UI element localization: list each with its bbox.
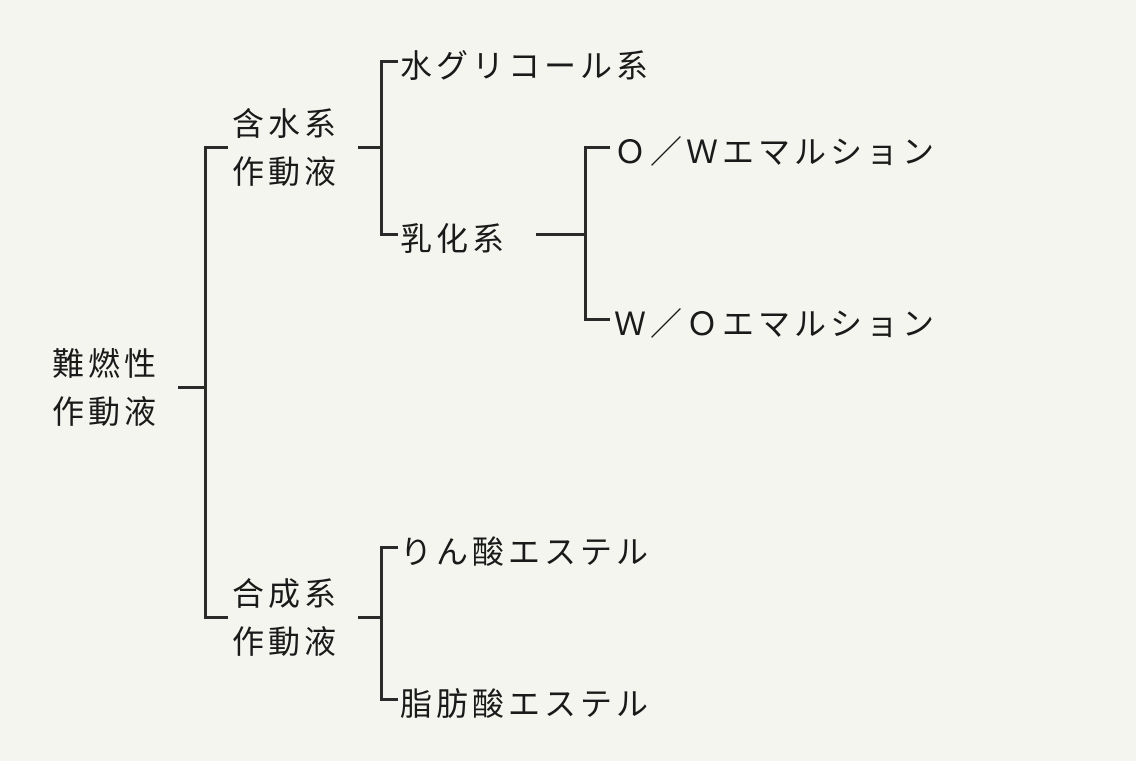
edge-emulsion-top <box>584 146 610 149</box>
node-aqueous-line1: 含水系 <box>232 106 340 142</box>
edge-root-top <box>204 146 228 149</box>
node-synthetic-line1: 合成系 <box>232 576 340 612</box>
tree-diagram: 難燃性 作動液 含水系 作動液 合成系 作動液 水グリコール系 乳化系 Ｏ／Ｗエ… <box>0 0 1136 761</box>
edge-root-stub <box>178 386 204 389</box>
edge-synthetic-stub <box>358 616 380 619</box>
edge-synthetic-bottom <box>380 698 398 701</box>
node-aqueous-line2: 作動液 <box>232 154 340 190</box>
edge-aqueous-top <box>380 60 398 63</box>
edge-emulsion-bottom <box>584 318 610 321</box>
node-wo-emulsion: Ｗ／Ｏエマルション <box>614 300 938 348</box>
node-synthetic: 合成系 作動液 <box>232 570 340 666</box>
node-water-glycol: 水グリコール系 <box>400 42 652 90</box>
node-phosphate: りん酸エステル <box>400 528 652 576</box>
node-root: 難燃性 作動液 <box>52 340 160 436</box>
edge-synthetic-top <box>380 546 398 549</box>
edge-aqueous-vertical <box>380 60 383 236</box>
edge-aqueous-bottom <box>380 233 398 236</box>
edge-aqueous-stub <box>358 146 380 149</box>
edge-emulsion-stub <box>536 233 584 236</box>
edge-root-vertical <box>204 146 207 619</box>
node-root-line2: 作動液 <box>52 394 160 430</box>
edge-emulsion-vertical <box>584 146 587 321</box>
edge-root-bottom <box>204 616 228 619</box>
node-synthetic-line2: 作動液 <box>232 624 340 660</box>
node-root-line1: 難燃性 <box>52 346 160 382</box>
node-emulsion: 乳化系 <box>400 215 508 263</box>
node-fatty-acid: 脂肪酸エステル <box>400 680 652 728</box>
node-ow-emulsion: Ｏ／Ｗエマルション <box>614 128 938 176</box>
node-aqueous: 含水系 作動液 <box>232 100 340 196</box>
edge-synthetic-vertical <box>380 546 383 701</box>
